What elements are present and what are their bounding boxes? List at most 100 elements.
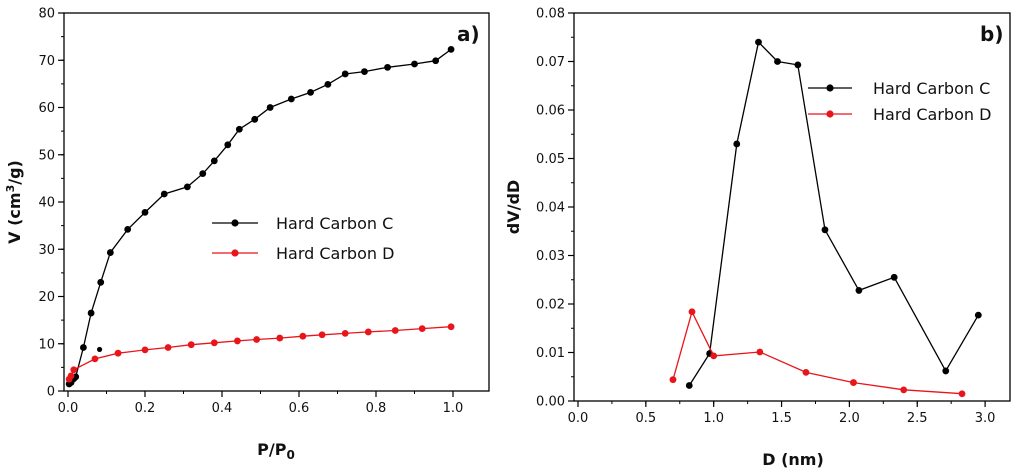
panel-b-legend: Hard Carbon C Hard Carbon D	[808, 79, 991, 124]
panel-a-point-c	[432, 57, 440, 65]
panel-b-point-c	[855, 287, 863, 294]
panel-a-stray-point	[96, 346, 103, 353]
panel-a-point-c	[124, 226, 132, 233]
panel-a-point-c	[361, 68, 368, 75]
panel-b-ytick-label: 0.00	[536, 395, 565, 410]
panel-a-point-c	[447, 45, 455, 53]
panel-a-point-d	[341, 329, 349, 337]
panel-a-label: a)	[457, 22, 480, 46]
panel-a-point-c	[106, 249, 114, 256]
panel-a-point-d	[67, 372, 75, 380]
panel-b-xtick-label: 1.5	[771, 411, 792, 426]
panel-b-ytick-label: 0.05	[536, 152, 565, 167]
panel-b-point-c	[733, 140, 741, 148]
panel-b-point-d	[958, 390, 966, 398]
panel-b-point-d	[850, 379, 857, 386]
legend-b-label-c: Hard Carbon C	[873, 79, 990, 98]
panel-b-point-c	[774, 58, 781, 65]
panel-a-point-c	[160, 190, 168, 198]
panel-b-point-c	[890, 273, 898, 281]
panel-a-point-d	[418, 325, 426, 333]
panel-b-point-c	[942, 367, 950, 375]
legend-a-marker-d	[231, 249, 239, 257]
panel-a-point-c	[183, 183, 191, 191]
panel-b-point-d	[756, 348, 764, 356]
panel-a-point-d	[253, 336, 261, 343]
panel-a-ytick-label: 0	[47, 385, 55, 400]
panel-a-point-d	[91, 355, 99, 363]
panel-b-point-c	[794, 61, 802, 69]
panel-a-point-c	[87, 309, 95, 317]
panel-b-xtick-label: 0.0	[568, 411, 589, 426]
panel-b-ytick-label: 0.08	[536, 7, 565, 22]
panel-b-ytick-label: 0.04	[536, 201, 565, 216]
panel-a-ytick-label: 30	[38, 243, 55, 258]
panel-b-ytick-label: 0.06	[536, 104, 565, 119]
panel-a-ytick-label: 50	[38, 148, 55, 163]
panel-b-series-line-d	[672, 309, 963, 395]
panel-b-frame	[573, 12, 1011, 402]
panel-a-point-d	[276, 334, 284, 342]
panel-b-xtick-label: 3.0	[975, 411, 996, 426]
panel-b: 0.0 0.5 1.0 1.5 2.0 2.5 3.0 0.00 0.01 0.02 0.03 0.0…	[504, 7, 1011, 469]
panel-a-ytick-label: 60	[38, 101, 55, 116]
panel-a-point-c	[251, 115, 259, 123]
panel-a-xtick-label: 0.8	[366, 401, 387, 416]
panel-a-xtick-label: 0.4	[212, 401, 233, 416]
panel-b-point-d	[710, 352, 718, 360]
panel-b-point-c	[685, 382, 693, 389]
legend-a-marker-c	[231, 219, 239, 227]
panel-b-xtick-label: 0.5	[636, 411, 657, 426]
panel-a-series	[65, 45, 455, 388]
panel-b-point-c	[821, 226, 829, 234]
panel-b-point-d	[802, 368, 810, 376]
panel-a-point-d	[114, 349, 122, 357]
panel-b-xtick-label: 1.0	[703, 411, 724, 426]
panel-a-point-d	[141, 346, 149, 354]
panel-a-frame	[63, 12, 490, 392]
panel-b-ticks: 0.0 0.5 1.0 1.5 2.0 2.5 3.0 0.00 0.01 0.02 0.03 0.0…	[536, 7, 995, 427]
panel-b-point-c	[755, 38, 762, 46]
panel-a-ytick-label: 20	[38, 290, 55, 305]
legend-a-label-d: Hard Carbon D	[276, 244, 394, 263]
panel-a-point-c	[97, 278, 105, 286]
panel-a-point-d	[299, 332, 307, 340]
panel-a-point-d	[70, 366, 78, 374]
panel-a-series-line-c	[68, 48, 452, 385]
panel-b-label: b)	[980, 22, 1003, 46]
legend-b-label-d: Hard Carbon D	[873, 105, 991, 124]
panel-a-point-c	[80, 344, 87, 351]
panel-b-xtick-label: 2.5	[907, 411, 928, 426]
legend-b-marker-c	[826, 84, 834, 92]
panel-b-xlabel: D (nm)	[762, 450, 824, 469]
panel-a-series-line-d	[68, 326, 452, 380]
panel-a-point-d	[187, 341, 195, 349]
panel-a-point-c	[141, 208, 149, 216]
panel-a-point-c	[341, 70, 349, 78]
panel-a-point-d	[234, 337, 241, 345]
panel-a-point-d	[364, 328, 372, 336]
panel-a-point-c	[235, 125, 243, 133]
legend-a-label-c: Hard Carbon C	[276, 214, 393, 233]
panel-b-point-d	[669, 376, 677, 384]
panel-a-point-c	[266, 104, 274, 111]
panel-a-xlabel: P/P0	[257, 440, 295, 462]
panel-a-point-c	[384, 63, 391, 71]
panel-a-xtick-label: 0.0	[58, 401, 79, 416]
panel-a-point-d	[164, 344, 172, 351]
panel-b-series	[669, 38, 982, 398]
legend-b-marker-d	[826, 110, 834, 118]
panel-a-point-c	[307, 88, 314, 96]
panel-b-ytick-label: 0.01	[536, 346, 565, 361]
panel-a-point-d	[318, 331, 326, 339]
panel-a-ytick-label: 10	[38, 337, 55, 352]
panel-a-point-c	[210, 157, 218, 165]
panel-a-point-d	[210, 339, 218, 347]
panel-a-ytick-label: 40	[38, 196, 55, 211]
panel-a-point-c	[224, 141, 232, 149]
panel-a-point-c	[199, 170, 207, 178]
panel-b-ytick-label: 0.02	[536, 298, 565, 313]
panel-a-xtick-label: 0.6	[289, 401, 310, 416]
panel-a-point-d	[447, 323, 455, 331]
